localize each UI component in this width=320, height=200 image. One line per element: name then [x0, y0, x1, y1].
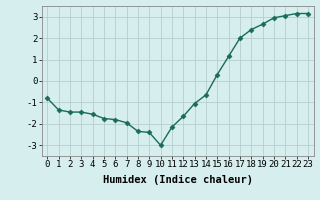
X-axis label: Humidex (Indice chaleur): Humidex (Indice chaleur)	[103, 175, 252, 185]
